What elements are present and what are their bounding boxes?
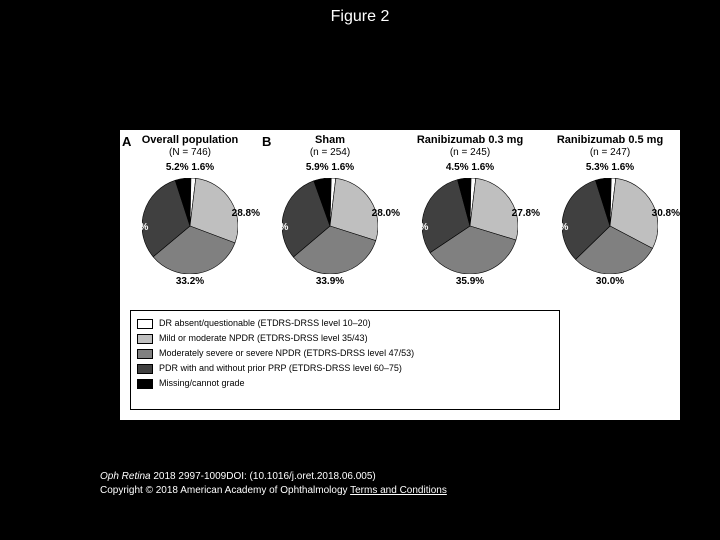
pie-top-label: 5.3% 1.6% bbox=[540, 162, 680, 173]
legend-text: Missing/cannot grade bbox=[159, 377, 245, 390]
legend-swatch bbox=[137, 349, 153, 359]
legend-text: Moderately severe or severe NPDR (ETDRS-… bbox=[159, 347, 414, 360]
pie-left-label: 30.2% bbox=[400, 222, 428, 233]
citation-copyright: Copyright © 2018 American Academy of Oph… bbox=[100, 485, 350, 496]
pie-bottom-label: 33.9% bbox=[260, 276, 400, 287]
legend-row: PDR with and without prior PRP (ETDRS-DR… bbox=[137, 362, 553, 375]
pie-bottom-label: 33.2% bbox=[120, 276, 260, 287]
panel-title: Sham bbox=[260, 134, 400, 146]
legend-text: DR absent/questionable (ETDRS-DRSS level… bbox=[159, 317, 371, 330]
legend-swatch bbox=[137, 364, 153, 374]
legend-row: Missing/cannot grade bbox=[137, 377, 553, 390]
pie-bottom-label: 35.9% bbox=[400, 276, 540, 287]
pie-left-label: 30.7% bbox=[260, 222, 288, 233]
pie-right-label: 28.0% bbox=[372, 208, 400, 219]
pie-right-label: 30.8% bbox=[652, 208, 680, 219]
legend-text: Mild or moderate NPDR (ETDRS-DRSS level … bbox=[159, 332, 368, 345]
pie-chart bbox=[422, 178, 518, 274]
figure-area: A Overall population (N = 746) 5.2% 1.6%… bbox=[120, 130, 680, 420]
panel-n: (N = 746) bbox=[120, 147, 260, 158]
figure-title: Figure 2 bbox=[0, 8, 720, 26]
legend-text: PDR with and without prior PRP (ETDRS-DR… bbox=[159, 362, 402, 375]
legend: DR absent/questionable (ETDRS-DRSS level… bbox=[130, 310, 560, 410]
pie-panel: B Sham (n = 254) 5.9% 1.6% 28.0% 33.9% 3… bbox=[260, 130, 400, 305]
pie-top-label: 5.9% 1.6% bbox=[260, 162, 400, 173]
pie-panel: A Overall population (N = 746) 5.2% 1.6%… bbox=[120, 130, 260, 305]
pie-panel: Ranibizumab 0.5 mg (n = 247) 5.3% 1.6% 3… bbox=[540, 130, 680, 305]
pie-left-label: 32.4% bbox=[540, 222, 568, 233]
panel-title: Ranibizumab 0.5 mg bbox=[540, 134, 680, 146]
pie-chart bbox=[562, 178, 658, 274]
pie-left-label: 31.1% bbox=[120, 222, 148, 233]
legend-swatch bbox=[137, 379, 153, 389]
legend-row: Moderately severe or severe NPDR (ETDRS-… bbox=[137, 347, 553, 360]
panel-n: (n = 254) bbox=[260, 147, 400, 158]
legend-row: Mild or moderate NPDR (ETDRS-DRSS level … bbox=[137, 332, 553, 345]
citation-terms-link[interactable]: Terms and Conditions bbox=[350, 485, 447, 496]
pie-top-label: 5.2% 1.6% bbox=[120, 162, 260, 173]
pie-chart bbox=[142, 178, 238, 274]
legend-swatch bbox=[137, 319, 153, 329]
citation-journal: Oph Retina bbox=[100, 471, 151, 482]
pie-top-label: 4.5% 1.6% bbox=[400, 162, 540, 173]
citation-ref: 2018 2997-1009DOI: (10.1016/j.oret.2018.… bbox=[151, 471, 376, 482]
panel-n: (n = 245) bbox=[400, 147, 540, 158]
pie-bottom-label: 30.0% bbox=[540, 276, 680, 287]
panel-n: (n = 247) bbox=[540, 147, 680, 158]
panel-title: Overall population bbox=[120, 134, 260, 146]
pies-container: A Overall population (N = 746) 5.2% 1.6%… bbox=[120, 130, 680, 305]
citation-block: Oph Retina 2018 2997-1009DOI: (10.1016/j… bbox=[100, 470, 660, 497]
pie-panel: Ranibizumab 0.3 mg (n = 245) 4.5% 1.6% 2… bbox=[400, 130, 540, 305]
legend-swatch bbox=[137, 334, 153, 344]
pie-right-label: 28.8% bbox=[232, 208, 260, 219]
legend-row: DR absent/questionable (ETDRS-DRSS level… bbox=[137, 317, 553, 330]
pie-chart bbox=[282, 178, 378, 274]
panel-title: Ranibizumab 0.3 mg bbox=[400, 134, 540, 146]
pie-right-label: 27.8% bbox=[512, 208, 540, 219]
